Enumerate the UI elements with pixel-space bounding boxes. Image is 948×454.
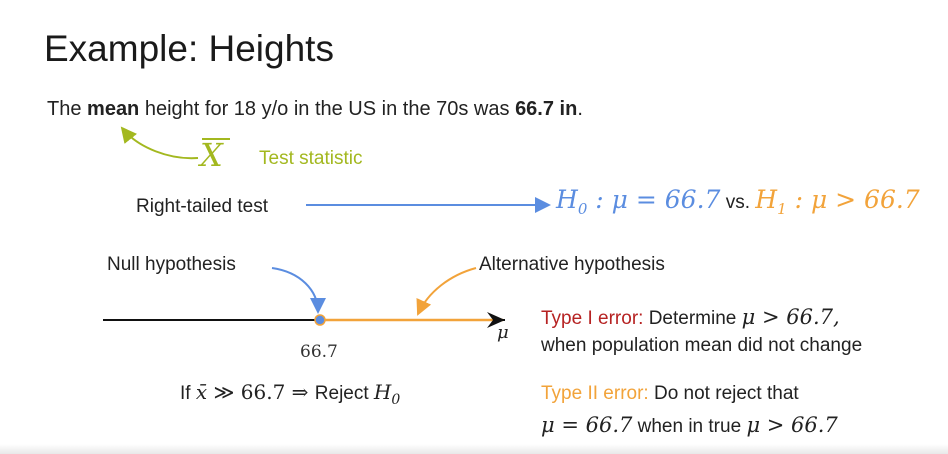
intro-end: . — [577, 98, 583, 120]
h1-statement: H1 : μ > 66.7 — [755, 185, 920, 218]
vs-text: vs. — [720, 192, 756, 213]
intro-part2: height for 18 y/o in the US in the 70s w… — [139, 98, 516, 120]
type2-line2: μ = 66.7 when in true μ > 66.7 — [541, 413, 838, 438]
decision-h-subscript: 0 — [391, 391, 401, 408]
decision-h: H — [373, 380, 392, 404]
h1-rest: : μ > 66.7 — [786, 185, 920, 214]
xbar-letter: X — [200, 136, 223, 174]
decision-xbar: x̄ — [195, 380, 208, 404]
h1-letter: H — [755, 185, 778, 214]
h1-subscript: 1 — [777, 200, 787, 218]
xbar-overline — [202, 138, 230, 140]
null-hypothesis-label: Null hypothesis — [107, 254, 236, 275]
decision-prefix: If — [180, 383, 196, 404]
h0-letter: H — [556, 185, 578, 214]
intro-part1: The — [47, 98, 88, 120]
axis-variable-label: μ — [497, 322, 509, 343]
type1-title: Type I error: — [541, 308, 644, 329]
page-title: Example: Heights — [44, 28, 334, 69]
alternative-hypothesis-arrow — [416, 267, 477, 316]
intro-mean-word: mean — [87, 98, 140, 120]
bottom-shadow — [0, 444, 948, 454]
test-statistic-symbol: X — [200, 136, 230, 174]
stat-to-mean-arrow — [120, 126, 199, 160]
hypotheses: H0 : μ = 66.7 vs. H1 : μ > 66.7 — [556, 185, 920, 218]
decision-reject: Reject — [314, 383, 374, 404]
h0-subscript: 0 — [577, 200, 588, 218]
right-tailed-label: Right-tailed test — [136, 196, 269, 217]
type1-math: μ > 66.7, — [741, 305, 840, 329]
alternative-hypothesis-label: Alternative hypothesis — [479, 254, 665, 275]
type2-line1: Type II error: Do not reject that — [541, 383, 799, 405]
type2-title: Type II error: — [541, 383, 649, 404]
type1-line1: Type I error: Determine μ > 66.7, — [541, 305, 840, 330]
decision-condition: ≫ 66.7 ⇒ — [207, 380, 315, 404]
type2-text: Do not reject that — [648, 383, 799, 404]
type2-text2: when in true — [632, 416, 747, 437]
null-hypothesis-arrow — [271, 267, 326, 314]
intro-value: 66.7 in — [515, 98, 578, 120]
h0-rest: : μ = 66.7 — [587, 185, 721, 214]
h0-statement: H0 : μ = 66.7 — [556, 185, 721, 218]
type1-text: Determine — [643, 308, 742, 329]
axis-tick-label: 66.7 — [300, 342, 338, 362]
intro-sentence: The mean height for 18 y/o in the US in … — [47, 98, 583, 121]
type1-line2: when population mean did not change — [541, 335, 863, 356]
type2-math1: μ = 66.7 — [541, 413, 633, 437]
test-statistic-label: Test statistic — [259, 148, 363, 169]
type2-math2: μ > 66.7 — [746, 413, 838, 437]
null-point — [314, 314, 326, 326]
decision-rule: If x̄ ≫ 66.7 ⇒ Reject H0 — [180, 380, 400, 408]
